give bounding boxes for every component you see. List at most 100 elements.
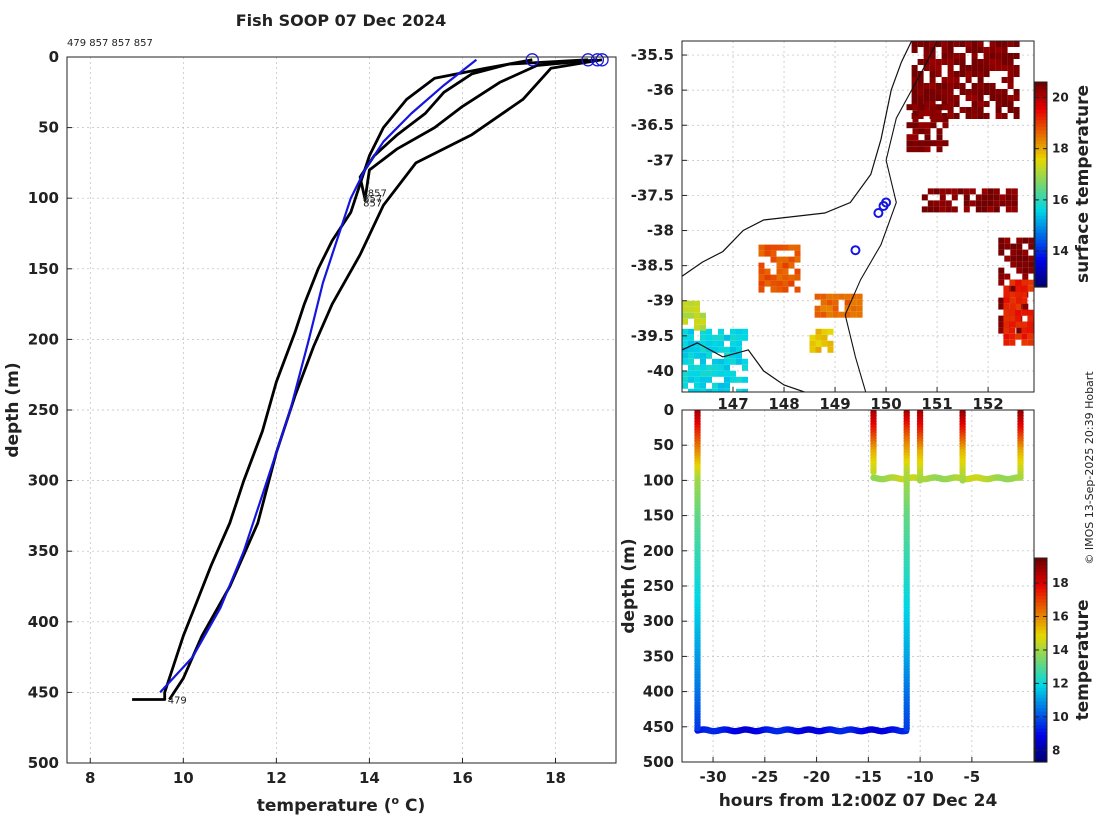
sst-cell [1003,333,1010,340]
sst-cell [941,113,948,119]
sst-cell [742,358,748,365]
temp-colorbar-swatch [1035,707,1047,712]
sst-colorbar-swatch [1035,157,1047,162]
sst-cell [724,364,730,371]
temp-colorbar-swatch [1035,605,1047,610]
sst-cell [694,352,700,359]
sst-cell [917,83,924,89]
temp-colorbar-swatch [1035,568,1047,573]
sst-cell [694,312,700,319]
surface-marker [590,53,605,67]
sst-cell [953,53,960,59]
sst-cell [1027,309,1034,316]
temperature-colorbar: 8 10 12 14 16 18 [1034,557,1069,763]
sst-colorbar-swatch [1035,232,1047,237]
map-y-tick-label: -37 [647,151,674,169]
temp-colorbar-swatch [1035,694,1047,698]
sst-colorbar-swatch [1035,174,1047,179]
sst-cell [906,140,913,147]
sst-cell [933,188,940,195]
profile-id-label: 857 [368,189,387,200]
sst-cell [700,324,706,331]
temp-colorbar-tick-label: 8 [1052,743,1060,757]
sst-cell [776,286,783,293]
sst-cell [1013,89,1020,95]
temp-colorbar-swatch [1035,575,1047,579]
temp-colorbar-swatch [1035,619,1047,624]
temp-colorbar-swatch [1035,680,1047,685]
sst-colorbar-swatch [1035,239,1047,244]
sst-cell [815,340,822,347]
sst-cell [927,188,934,195]
sst-colorbar-swatch [1035,256,1047,261]
sst-cell [776,244,783,251]
sst-cell [1021,339,1028,346]
section-y-tick-label: 200 [643,542,674,560]
sst-cell [1005,206,1012,213]
sst-cell [1003,339,1010,346]
sst-cell [712,370,718,377]
temp-colorbar-swatch [1035,697,1047,702]
sst-colorbar-swatch [1035,129,1047,134]
sst-cell [965,65,972,71]
profile-y-tick-label: 400 [28,613,59,631]
sst-cell [700,340,706,347]
sst-cell [742,376,748,383]
temp-colorbar-swatch [1035,653,1047,658]
sst-cell [953,101,960,107]
sst-cell [959,89,966,95]
sst-cell [959,83,966,89]
sst-cell [1003,303,1010,310]
sst-colorbar-swatch [1035,218,1047,223]
sst-cell [981,200,988,207]
sst-cell [682,340,688,347]
sst-cell [700,370,706,377]
sst-colorbar-swatch [1035,140,1047,145]
sst-cell [1022,303,1029,310]
sst-cell [700,334,706,341]
sst-cell [682,306,688,313]
sst-colorbar-label: surface temperature [1073,85,1093,283]
sst-cell [718,358,724,365]
sst-cell [736,340,742,347]
sst-cell [945,188,952,195]
sst-cell [983,89,990,95]
sst-cell [977,107,984,113]
sst-cell [935,59,942,65]
sst-cell [936,104,943,111]
sst-cell [1015,315,1022,322]
sst-cell [911,77,918,83]
sst-cell [730,352,736,359]
sst-cell [981,194,988,201]
sst-cell [700,388,706,392]
sst-cell [912,128,919,135]
map-y-ticks: -35.5 -36 -36.5 -37 -37.5 -38 -38.5 -39 -39.5 -40 [631,46,687,380]
sst-cell [989,83,996,89]
sst-cell [794,256,801,263]
profile-id-label: 857 [363,198,382,209]
sst-cell [912,110,919,117]
sst-cell [993,194,1000,201]
x-label-degree: o [392,794,400,807]
sst-cell [942,104,949,111]
sst-cell [1003,297,1010,304]
sst-cell [832,293,839,300]
sst-cell [742,334,748,341]
sst-cell [682,352,688,359]
section-x-ticks: -30 -25 -20 -15 -10 -5 [700,757,980,786]
sst-cell [1001,53,1008,59]
sst-colorbar-swatch [1035,95,1047,100]
sst-cell [742,328,748,335]
sst-cell [911,71,918,77]
sst-cell [911,47,918,53]
sst-cell [1003,309,1010,316]
sst-cell [782,274,789,281]
sst-colorbar-swatch [1035,153,1047,158]
sst-cell [953,77,960,83]
sst-cell [794,244,801,251]
sst-cell [918,146,925,153]
surface-marker [595,53,609,67]
sst-cell [933,200,940,207]
temp-colorbar-swatch [1035,632,1047,637]
eez-boundary-line [844,41,938,392]
